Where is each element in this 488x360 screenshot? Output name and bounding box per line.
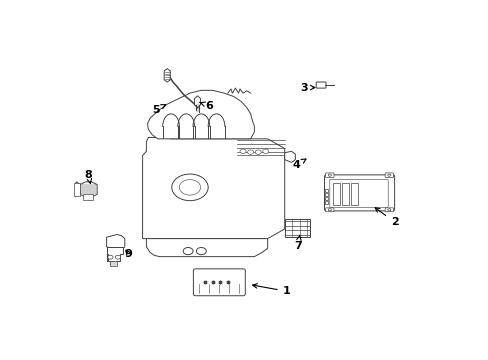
Polygon shape	[284, 151, 295, 162]
Circle shape	[196, 247, 206, 255]
FancyBboxPatch shape	[284, 219, 310, 237]
Bar	[324, 189, 327, 192]
Bar	[332, 183, 339, 205]
Circle shape	[262, 149, 268, 153]
Text: 2: 2	[374, 208, 398, 227]
FancyBboxPatch shape	[385, 208, 393, 212]
Polygon shape	[164, 69, 170, 82]
Polygon shape	[142, 138, 284, 239]
Polygon shape	[109, 261, 117, 266]
Polygon shape	[106, 234, 124, 249]
Circle shape	[327, 174, 331, 176]
Text: 4: 4	[291, 159, 305, 170]
Polygon shape	[194, 96, 200, 108]
Text: 3: 3	[299, 82, 314, 93]
Circle shape	[107, 255, 113, 259]
Text: 8: 8	[84, 170, 92, 183]
Circle shape	[171, 174, 208, 201]
Bar	[324, 193, 327, 195]
FancyBboxPatch shape	[193, 269, 245, 296]
Circle shape	[247, 150, 253, 154]
Text: 6: 6	[199, 100, 212, 111]
Text: 7: 7	[293, 235, 301, 251]
FancyBboxPatch shape	[385, 173, 393, 177]
Bar	[351, 183, 358, 205]
Circle shape	[179, 180, 200, 195]
FancyBboxPatch shape	[329, 180, 387, 208]
FancyBboxPatch shape	[316, 82, 325, 88]
Bar	[324, 197, 327, 200]
FancyBboxPatch shape	[325, 208, 333, 212]
Circle shape	[183, 247, 193, 255]
Circle shape	[327, 209, 331, 211]
Polygon shape	[75, 182, 80, 197]
Circle shape	[387, 174, 390, 176]
Circle shape	[115, 255, 121, 259]
Polygon shape	[106, 247, 122, 261]
FancyBboxPatch shape	[324, 175, 394, 211]
Bar	[324, 201, 327, 204]
Polygon shape	[83, 194, 93, 200]
Text: 1: 1	[252, 284, 290, 296]
Circle shape	[255, 150, 261, 154]
Polygon shape	[146, 239, 267, 257]
Polygon shape	[147, 90, 254, 139]
Text: 5: 5	[152, 105, 165, 115]
Bar	[342, 183, 348, 205]
Text: 9: 9	[124, 249, 132, 259]
Circle shape	[240, 149, 245, 153]
Circle shape	[387, 209, 390, 211]
Bar	[74, 183, 81, 195]
FancyBboxPatch shape	[325, 173, 333, 177]
Polygon shape	[80, 182, 97, 197]
